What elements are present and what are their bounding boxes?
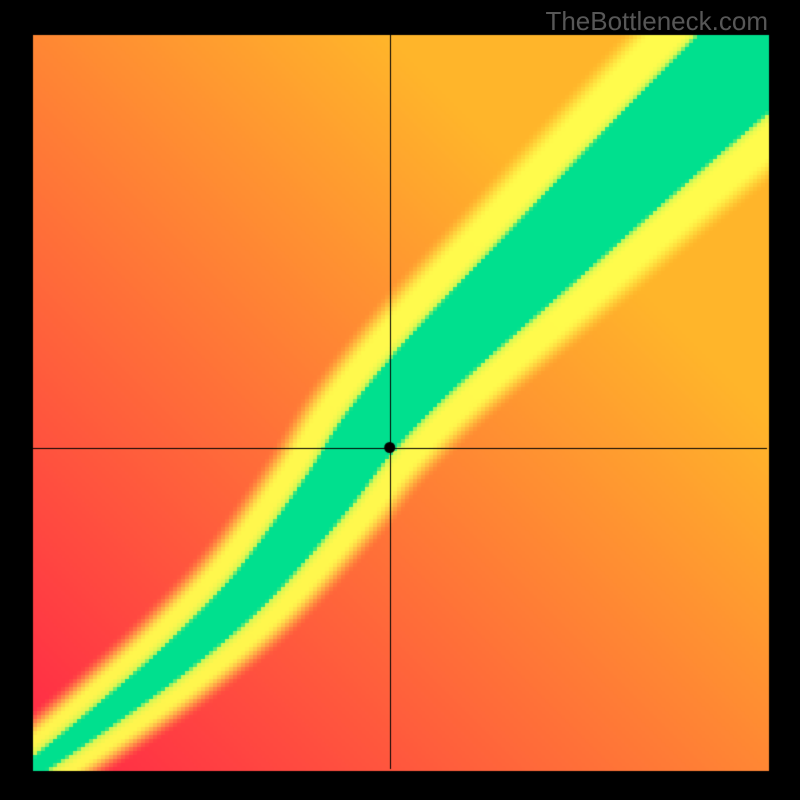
bottleneck-heatmap (0, 0, 800, 800)
watermark-text: TheBottleneck.com (545, 6, 768, 37)
